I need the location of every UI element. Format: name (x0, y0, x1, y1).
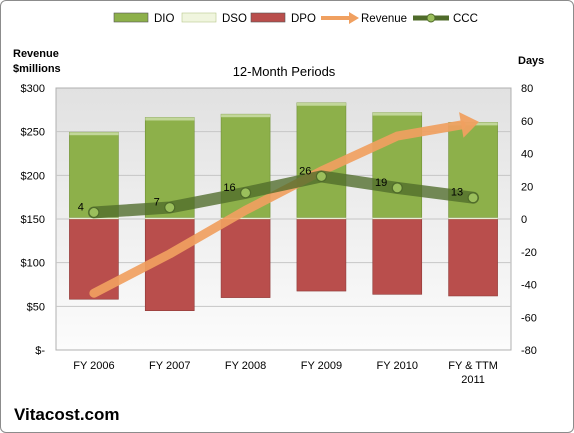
ccc-data-label: 7 (154, 197, 160, 209)
legend-label: DIO (154, 13, 175, 25)
lines (87, 112, 480, 298)
right-tick-label: -40 (521, 280, 537, 292)
bar-dpo (372, 218, 423, 295)
ccc-data-label: 26 (299, 165, 311, 177)
legend-label: DSO (222, 13, 247, 25)
bars (69, 102, 498, 311)
category-label: FY & TTM (448, 360, 498, 372)
legend-swatch-marker (426, 13, 436, 23)
legend-label: Revenue (361, 13, 407, 25)
ccc-data-label: 13 (451, 187, 463, 199)
right-axis-title: Days (518, 55, 544, 67)
bar-dio (372, 112, 423, 218)
right-tick-label: -80 (521, 345, 537, 357)
bar-dio-rim (372, 112, 422, 116)
bar-dio (69, 131, 119, 218)
right-tick-label: -20 (521, 247, 537, 259)
grid: $- $50 $100 $150 $200 $250 $300 -80 -60 -40 -20 0 20… (21, 83, 537, 386)
legend-swatch (113, 12, 149, 23)
ccc-line (87, 170, 480, 219)
left-tick-label: $250 (21, 127, 45, 139)
legend-label: CCC (453, 13, 478, 25)
chart-title: 12-Month Periods (233, 64, 336, 79)
left-tick-label: $150 (21, 214, 45, 226)
category-label: FY 2010 (377, 360, 418, 372)
ccc-marker (391, 182, 403, 194)
category-label: FY 2007 (149, 360, 190, 372)
bar-dio-rim (296, 102, 346, 106)
legend-swatch (181, 12, 217, 23)
ccc-marker (164, 201, 176, 214)
ccc-marker (467, 192, 479, 204)
left-tick-label: $300 (21, 83, 45, 95)
ccc-marker (239, 187, 252, 199)
labels: 4 7 16 26 19 13 (78, 165, 463, 213)
bar-dio-rim (69, 132, 119, 136)
left-tick-label: $- (35, 345, 45, 357)
category-label: FY 2009 (301, 360, 342, 372)
ccc-marker (88, 206, 100, 219)
left-axis-title-line2: $millions (13, 63, 61, 75)
category-label: FY 2006 (73, 360, 114, 372)
bar-dpo (296, 218, 347, 292)
ccc-marker (315, 170, 328, 183)
bar-dpo (220, 218, 271, 298)
watermark: Vitacost.com (14, 405, 120, 424)
ccc-data-label: 16 (223, 182, 235, 194)
left-tick-label: $100 (21, 258, 45, 270)
ccc-data-label: 4 (78, 201, 84, 213)
category-label: 2011 (461, 374, 485, 386)
right-tick-label: -60 (521, 312, 537, 324)
left-tick-label: $50 (27, 301, 45, 313)
right-tick-label: 60 (521, 116, 533, 128)
bar-dpo (448, 218, 498, 297)
legend-swatch (250, 12, 286, 23)
category-label: FY 2008 (225, 360, 266, 372)
bar-dio-rim (145, 117, 195, 121)
legend: DIO DSO DPO Revenue CCC (113, 12, 478, 25)
ccc-data-label: 19 (375, 177, 387, 189)
bar-dio-rim (221, 114, 271, 118)
legend-swatch-head (349, 12, 359, 24)
right-tick-label: 80 (521, 83, 533, 95)
left-axis-title-line1: Revenue (13, 48, 59, 60)
left-tick-label: $200 (21, 170, 45, 182)
legend-label: DPO (291, 13, 316, 25)
right-tick-label: 20 (521, 181, 533, 193)
revenue-arrowhead (459, 112, 479, 138)
right-tick-label: 40 (521, 149, 533, 161)
right-tick-label: 0 (521, 214, 527, 226)
